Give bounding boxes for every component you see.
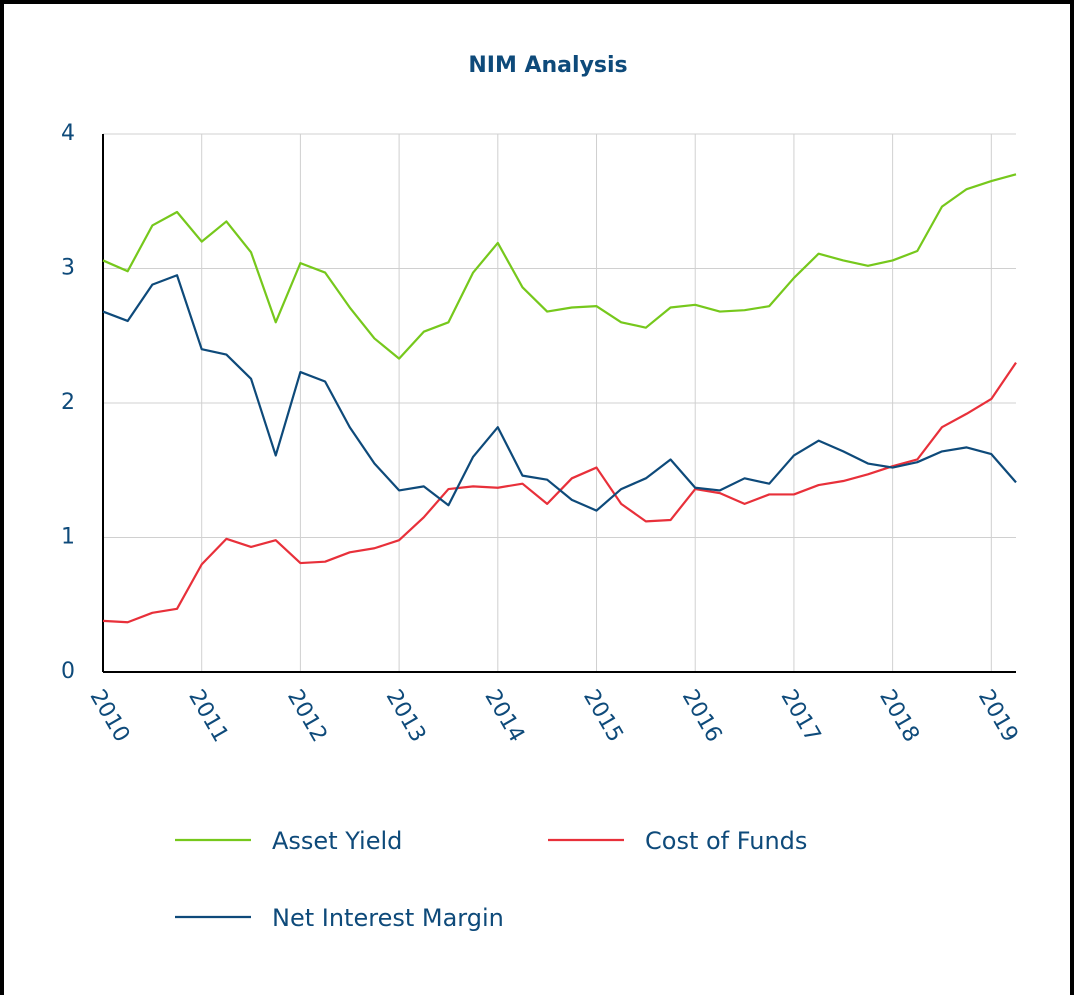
legend-label: Cost of Funds (645, 827, 807, 855)
legend-label: Asset Yield (272, 827, 402, 855)
series-line (102, 274, 1017, 512)
y-tick-label: 0 (61, 659, 75, 684)
y-tick-label: 2 (61, 390, 75, 415)
y-tick-label: 3 (61, 256, 75, 281)
series-line (102, 173, 1017, 360)
legend-label: Net Interest Margin (272, 904, 504, 932)
chart-title: NIM Analysis (468, 53, 627, 78)
y-tick-label: 4 (61, 121, 75, 146)
y-tick-label: 1 (61, 525, 75, 550)
